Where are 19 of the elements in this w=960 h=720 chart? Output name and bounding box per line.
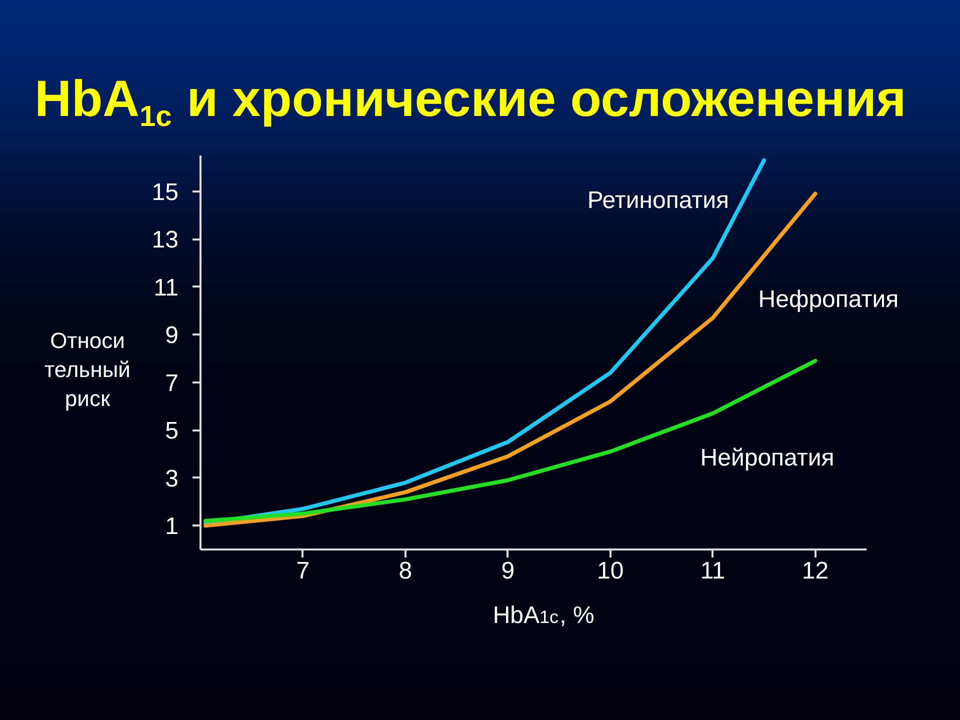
- y-tick-label: 11: [154, 274, 179, 302]
- series-label: Ретинопатия: [587, 186, 730, 214]
- y-tick-label: 7: [165, 370, 179, 397]
- series-label: Нейропатия: [700, 444, 834, 472]
- y-axis-title: Относи тельный риск: [44, 328, 130, 411]
- x-tick-label: 11: [700, 558, 726, 584]
- x-axis-title: HbA1c, %: [492, 602, 594, 629]
- series-label: Нефропатия: [758, 286, 899, 314]
- y-tick-label: 5: [165, 418, 179, 445]
- y-tick-label: 3: [165, 465, 179, 492]
- x-tick-label: 7: [296, 558, 310, 584]
- y-tick-label: 1: [165, 513, 179, 540]
- x-tick-label: 8: [398, 558, 412, 584]
- x-tick-label: 9: [501, 558, 515, 584]
- x-tick-label: 12: [802, 558, 829, 584]
- y-tick-label: 9: [165, 322, 179, 350]
- x-tick-label: 10: [597, 558, 624, 584]
- y-tick-label: 15: [152, 178, 179, 206]
- y-tick-label: 13: [152, 226, 179, 254]
